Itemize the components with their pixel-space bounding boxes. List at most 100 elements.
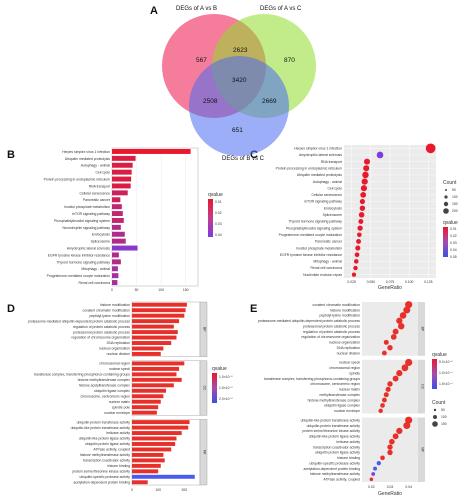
- panel-b-legend-tick: 0.01: [215, 200, 222, 204]
- panel-c-color-tick: 0.03: [450, 241, 457, 245]
- panel-b-bar: [112, 190, 128, 196]
- panel-d-category-label: nuclear matrix: [109, 400, 131, 404]
- panel-c-category-label: Endocytosis: [324, 206, 343, 210]
- panel-e-category-label: methyltransferase complex: [319, 393, 360, 397]
- panel-c-size-legend-title: Count: [443, 180, 457, 186]
- panel-b-bar-chart: 0 50 100 150 Herpes simplex virus 1 infectio…: [44, 147, 223, 292]
- panel-label-d: D: [7, 303, 15, 315]
- panel-label-c: C: [250, 149, 258, 161]
- panel-b-category-label: Phosphatidylinositol signaling system: [54, 219, 110, 223]
- venn-count-a-only: 567: [196, 57, 207, 64]
- panel-b-xtick-label: 100: [158, 288, 164, 292]
- panel-c-category-label: Phosphatidylinositol signaling system: [286, 226, 342, 230]
- panel-d-bar: [132, 436, 177, 441]
- panel-d-bar: [132, 324, 174, 329]
- panel-c-category-label: Ubiquitin mediated proteolysis: [297, 173, 343, 177]
- panel-c-xtick-label: 0.125: [424, 280, 433, 284]
- panel-e-colorbar: [432, 359, 437, 389]
- panel-b-bar: [112, 211, 123, 217]
- panel-c-point: [356, 238, 362, 244]
- panel-e-point: [383, 339, 389, 345]
- panel-d-legend-tick: 1.5×10⁻⁵: [219, 386, 233, 390]
- venn-label-b: DEGs of A vs C: [260, 6, 302, 12]
- panel-b-category-label: Neurotrophin signaling pathway: [63, 226, 111, 230]
- panel-b-bar: [112, 259, 121, 265]
- panel-b-category-label: Mitophagy - animal: [81, 267, 110, 271]
- panel-b-category-label: mTOR signaling pathway: [72, 212, 110, 216]
- panel-c-point: [351, 272, 357, 277]
- panel-d-category-label: peptidyl-lysine modification: [89, 314, 130, 318]
- venn-diagram: DEGs of A vs B DEGs of A vs C DEGs of B …: [162, 6, 316, 162]
- panel-e-point: [385, 386, 391, 392]
- panel-e-category-label: acetylation-dependent protein binding: [303, 467, 360, 471]
- panel-d-category-label: regulation of chromosome organization: [71, 336, 130, 340]
- panel-b-bar: [112, 224, 121, 230]
- panel-e-category-label: peptidyl-lysine modification: [319, 314, 360, 318]
- panel-e-facet-strip: [418, 417, 425, 482]
- panel-d-bar: [132, 405, 159, 410]
- panel-e-category-label: transferase complex, transferring phosph…: [264, 377, 360, 381]
- panel-b-bar: [112, 148, 191, 154]
- panel-e-category-label: nuclear matrix: [339, 388, 361, 392]
- panel-c-category-label: EGFR tyrosine kinase inhibitor resistanc…: [280, 253, 342, 257]
- panel-e-point: [381, 350, 387, 356]
- panel-e-category-label: ubiquitin-protein transferase activity: [307, 424, 361, 428]
- panel-b-category-label: Renal cell carcinoma: [79, 281, 111, 285]
- panel-b-category-label: Spliceosome: [91, 240, 111, 244]
- panel-e-facet-strip: [418, 302, 425, 356]
- panel-d-facet-label: CC: [203, 386, 207, 391]
- panel-b-category-label: Endocytosis: [92, 233, 111, 237]
- panel-d-xtick-label: 200: [181, 488, 187, 492]
- venn-label-c: DEGs of B vs C: [222, 156, 265, 162]
- panel-c-category-label: mTOR signaling pathway: [304, 200, 342, 204]
- panel-b-category-label: Thyroid hormone signaling pathway: [56, 260, 110, 264]
- panel-d-category-label: ubiquitin-like protein transferase activ…: [71, 426, 131, 430]
- venn-count-c-only: 651: [232, 127, 243, 134]
- panel-d-facet-strip: [199, 360, 208, 416]
- panel-d-bar: [132, 361, 185, 366]
- panel-c-category-label: Inositol phosphate metabolism: [296, 246, 342, 250]
- panel-b-category-label: RNA transport: [89, 184, 110, 188]
- panel-c-xtick-label: 0.025: [347, 280, 356, 284]
- panel-e-point: [405, 416, 413, 424]
- panel-b-category-label: Herpes simplex virus 1 infection: [62, 150, 110, 154]
- panel-b-bar: [112, 245, 138, 251]
- panel-e-category-label: transcription coactivator activity: [313, 445, 360, 449]
- panel-e-xtick-label: 0.03: [387, 485, 394, 489]
- panel-e-point: [392, 375, 399, 382]
- panel-d-category-label: nuclear division: [107, 352, 130, 356]
- panel-c-point: [359, 198, 366, 205]
- panel-d-category-label: histone methyltransferase activity: [80, 453, 130, 457]
- panel-c-point: [361, 178, 368, 185]
- panel-e-size-key: [433, 415, 437, 419]
- panel-b-bar: [112, 197, 121, 203]
- panel-d-bar: [132, 302, 187, 307]
- panel-d-facet-strip: [199, 301, 208, 357]
- panel-c-point: [425, 143, 436, 154]
- panel-b-xtick-label: 0: [111, 288, 113, 292]
- panel-e-category-label: histone methyltransferase complex: [308, 398, 361, 402]
- panel-b-category-label: Amyotrophic lateral sclerosis: [67, 247, 110, 251]
- panel-c-point: [360, 185, 368, 192]
- panel-c-size-key: [444, 195, 448, 199]
- panel-c-category-label: Nucleotide excision repair: [303, 273, 343, 277]
- panel-d-bar: [132, 319, 180, 324]
- panel-e-category-label: ubiquitin protein ligase activity: [315, 451, 360, 455]
- panel-e-facet-area: [362, 359, 418, 414]
- panel-d-xtick-label: 0: [131, 488, 133, 492]
- panel-b-bar: [112, 183, 131, 189]
- panel-e-point: [387, 381, 393, 387]
- panel-e-color-tick: 5.0×10⁻⁵: [439, 360, 453, 364]
- panel-d-bar: [132, 410, 157, 415]
- panel-d-bar: [132, 383, 174, 388]
- panel-d-legend-title: qvalue: [212, 366, 227, 372]
- panel-c-point: [359, 205, 366, 211]
- panel-b-legend-tick: 0.03: [215, 222, 222, 226]
- panel-b-category-label: Ubiquitin mediated proteolysis: [65, 157, 111, 161]
- panel-c-point: [363, 158, 371, 165]
- panel-c-dot-chart: 0.025 0.050 0.075 0.100 0.125 Herpes simplex …: [276, 143, 458, 291]
- panel-d-category-label: chromosomal region: [99, 362, 130, 366]
- panel-e-point: [387, 345, 393, 351]
- venn-set-c: [189, 56, 289, 156]
- panel-d-bar: [132, 377, 182, 382]
